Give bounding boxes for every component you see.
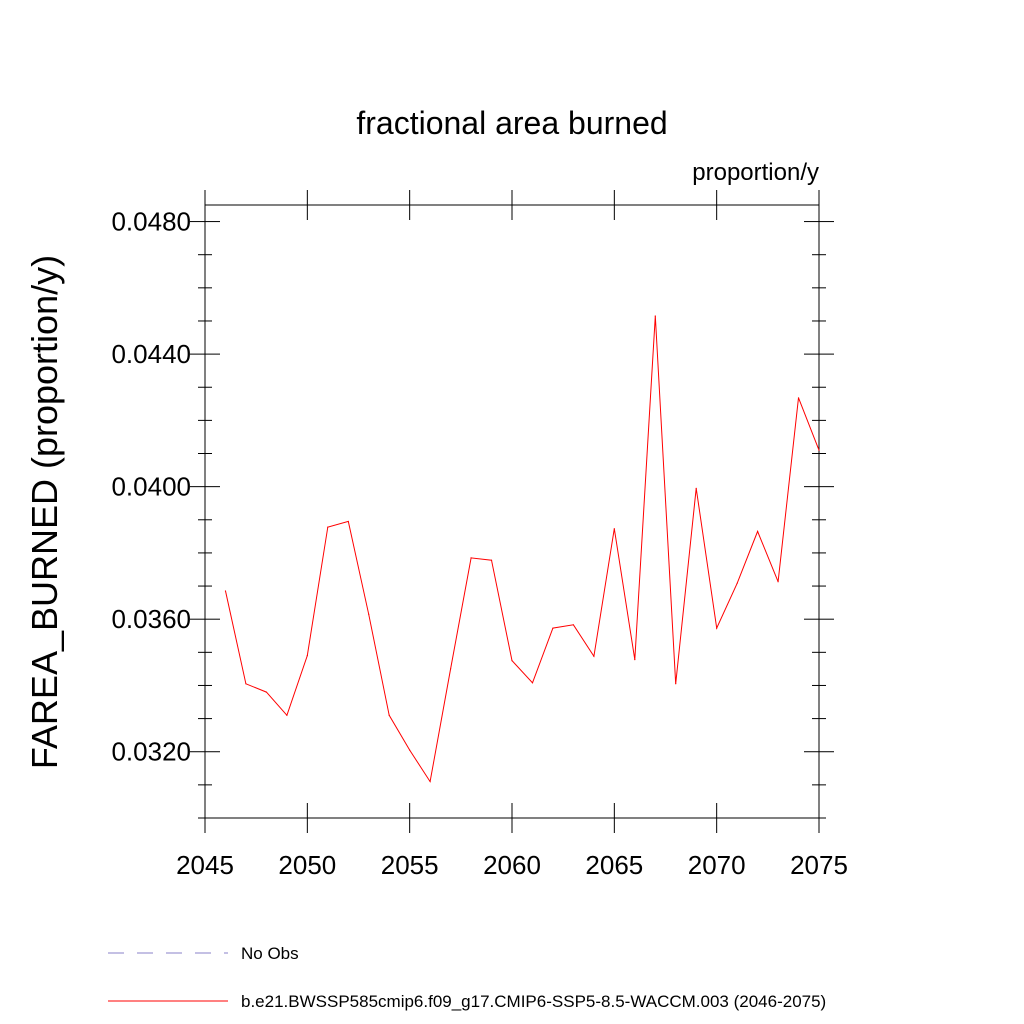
x-tick-label: 2065 [585, 850, 643, 880]
x-tick-label: 2045 [176, 850, 234, 880]
data-point [736, 582, 738, 585]
data-point [634, 659, 636, 661]
y-axis-label: FAREA_BURNED (proportion/y) [24, 255, 65, 769]
chart-title: fractional area burned [356, 105, 667, 141]
data-point [531, 682, 534, 684]
data-point [572, 624, 575, 626]
data-point [409, 749, 411, 751]
data-point [286, 714, 288, 716]
data-point [675, 683, 677, 685]
y-tick-label: 0.0400 [111, 472, 191, 502]
y-tick-label: 0.0320 [111, 737, 191, 767]
data-point [797, 397, 800, 399]
series-line [225, 315, 820, 783]
legend-label-no-obs: No Obs [241, 944, 299, 963]
plot-frame [204, 204, 820, 819]
y-tick-label: 0.0360 [111, 604, 191, 634]
data-point [368, 613, 370, 615]
data-point [695, 487, 697, 489]
data-point [552, 627, 554, 629]
x-axis-ticks: 2045 2050 2055 2060 2065 2070 2075 [176, 190, 848, 880]
y-tick-label: 0.0440 [111, 339, 191, 369]
data-point [265, 691, 267, 693]
data-point [818, 449, 820, 451]
data-point [450, 668, 452, 670]
series-layer [224, 315, 820, 783]
legend: No Obs b.e21.BWSSP585cmip6.f09_g17.CMIP6… [108, 944, 826, 1011]
data-point [757, 530, 759, 532]
x-tick-label: 2075 [790, 850, 848, 880]
data-point [306, 655, 308, 657]
x-tick-label: 2050 [278, 850, 336, 880]
y-axis-ticks: 0.0320 0.0360 0.0400 0.0440 0.0480 [111, 207, 834, 819]
legend-label-model-run: b.e21.BWSSP585cmip6.f09_g17.CMIP6-SSP5-8… [241, 992, 826, 1011]
x-tick-label: 2070 [688, 850, 746, 880]
y-tick-label: 0.0480 [111, 207, 191, 237]
data-point [593, 655, 595, 657]
data-point [613, 528, 615, 530]
data-point [490, 559, 493, 561]
data-point [245, 683, 247, 685]
data-point [470, 557, 472, 559]
units-label: proportion/y [692, 159, 819, 186]
data-point [388, 714, 390, 716]
data-point [327, 526, 329, 528]
data-point [347, 520, 349, 523]
x-tick-label: 2055 [381, 850, 439, 880]
data-point [716, 627, 718, 629]
data-point [224, 590, 227, 592]
data-point [777, 581, 779, 583]
x-tick-label: 2060 [483, 850, 541, 880]
data-point [654, 315, 656, 317]
data-point [429, 780, 431, 783]
data-point [511, 660, 513, 662]
